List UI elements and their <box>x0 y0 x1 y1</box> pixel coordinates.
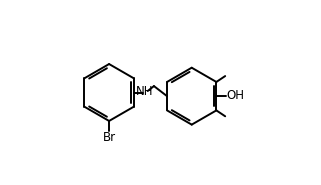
Text: Br: Br <box>102 131 116 144</box>
Text: NH: NH <box>136 85 153 98</box>
Text: OH: OH <box>227 89 245 102</box>
